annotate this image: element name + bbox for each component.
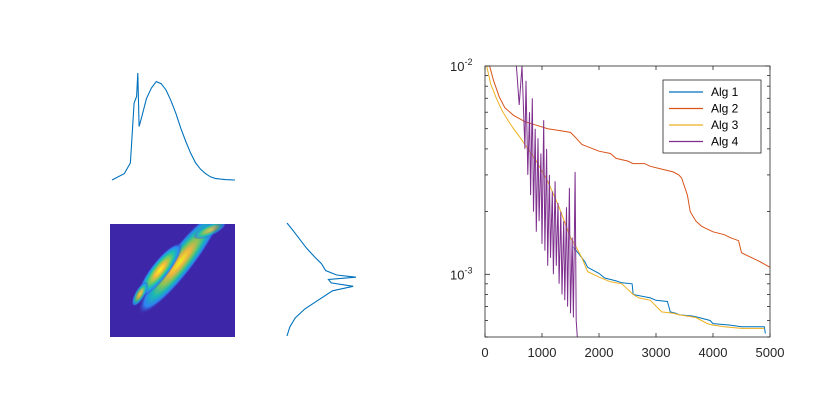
joint-density-heatmap bbox=[110, 224, 235, 337]
y-tick-label: 10-2 bbox=[450, 57, 472, 74]
axes-box bbox=[484, 65, 771, 338]
legend-label-4: Alg 4 bbox=[711, 135, 739, 149]
legend-label-1: Alg 1 bbox=[711, 85, 739, 99]
top-marginal-series-line bbox=[111, 72, 236, 181]
x-tick-label: 2000 bbox=[585, 345, 614, 360]
series-line-1 bbox=[573, 246, 766, 334]
x-tick-label: 1000 bbox=[528, 345, 557, 360]
y-tick-label: 10-3 bbox=[450, 265, 472, 282]
x-tick-label: 0 bbox=[481, 345, 488, 360]
top-marginal-density-panel bbox=[111, 72, 236, 181]
side-marginal-density-panel bbox=[286, 222, 357, 337]
legend: Alg 1 Alg 2 Alg 3 Alg 4 bbox=[662, 79, 762, 154]
legend-label-3: Alg 3 bbox=[711, 118, 739, 132]
side-marginal-series-line bbox=[286, 222, 357, 337]
heatmap-density-peak-secondary bbox=[131, 281, 149, 307]
series-line-2 bbox=[489, 66, 770, 268]
series-line-3 bbox=[486, 66, 765, 329]
x-tick-label: 4000 bbox=[699, 345, 728, 360]
heatmap-density-tail bbox=[193, 224, 227, 240]
legend-label-2: Alg 2 bbox=[711, 102, 739, 116]
heatmap-density-peak-main bbox=[137, 242, 183, 298]
series-line-4 bbox=[515, 66, 578, 337]
x-tick-label: 3000 bbox=[642, 345, 671, 360]
x-tick-label: 5000 bbox=[756, 345, 785, 360]
